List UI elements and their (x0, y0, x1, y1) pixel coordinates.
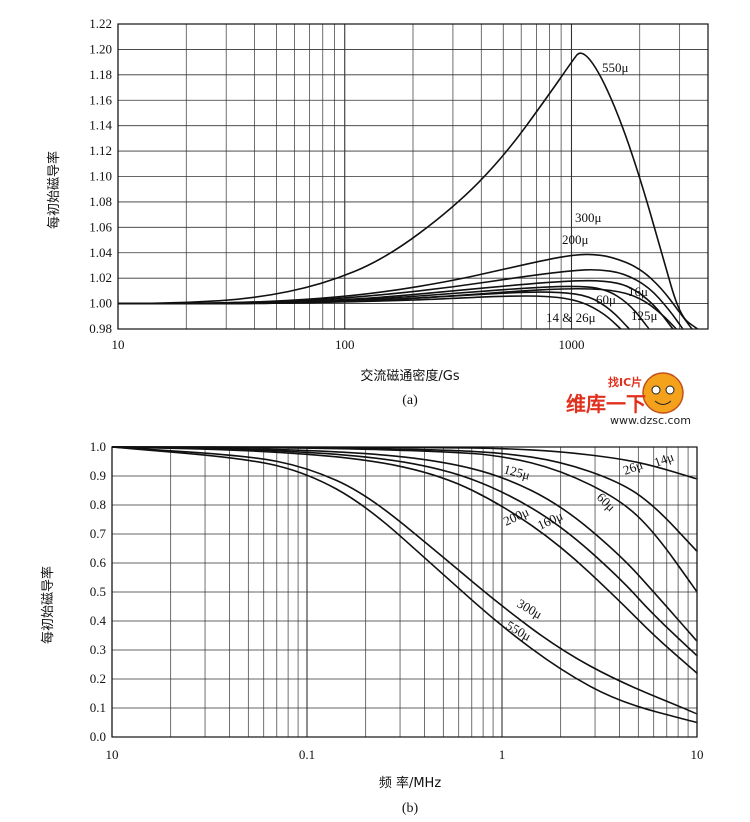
series-label: 550μ (602, 60, 629, 75)
x-tick-label: 10 (112, 337, 125, 352)
y-tick-label: 1.00 (89, 296, 112, 311)
y-tick-label: 1.14 (89, 118, 112, 133)
chart-b-ticks: 0.0 0.1 0.2 0.3 0.4 0.5 0.6 0.7 0.8 0.9 1.0 10 0.1 1 1… (90, 439, 704, 762)
x-tick-label: 0.1 (299, 747, 315, 762)
y-tick-label: 0.9 (90, 468, 106, 483)
x-tick-label: 10 (691, 747, 704, 762)
series-label: 14 & 26μ (546, 310, 596, 325)
y-tick-label: 0.8 (90, 497, 106, 512)
watermark-badge-text: 找IC片 (608, 375, 642, 389)
series-label: 16μ (628, 284, 648, 299)
chart-b-caption: (b) (402, 801, 419, 816)
series-line (111, 446, 698, 724)
y-tick-label: 1.02 (89, 270, 112, 285)
x-tick-label: 10 (106, 747, 119, 762)
chart-a-ticks: 0.98 1.00 1.02 1.04 1.06 1.08 1.10 1.12 1.14 1.16… (89, 16, 584, 352)
series-16μ: 16μ (118, 284, 677, 330)
chart-a-caption: (a) (402, 393, 418, 408)
series-300μ: 300μ (111, 446, 698, 715)
series-label: 125μ (502, 461, 531, 482)
y-tick-label: 1.18 (89, 67, 112, 82)
watermark-logo: 找IC片 维库一下 www.dzsc.com (566, 372, 691, 427)
series-60μ: 60μ (111, 446, 698, 593)
watermark-url: www.dzsc.com (610, 414, 691, 427)
series-300μ: 300μ (118, 210, 693, 330)
y-tick-label: 0.3 (90, 642, 106, 657)
plot-frame (117, 23, 709, 330)
y-tick-label: 1.06 (89, 219, 112, 234)
x-tick-label: 1000 (558, 337, 584, 352)
watermark-brand: 维库一下 (566, 392, 646, 416)
chart-b-ylabel: 每初始磁导率 (40, 566, 56, 644)
series-label: 300μ (575, 210, 602, 225)
chart-b-xlabel: 频 率/MHz (379, 775, 442, 791)
series-line (111, 446, 698, 657)
y-tick-label: 1.10 (89, 169, 112, 184)
y-tick-label: 0.4 (90, 613, 107, 628)
y-tick-label: 0.7 (90, 526, 107, 541)
series-label: 60μ (594, 490, 619, 515)
y-tick-label: 0.98 (89, 321, 112, 336)
series-line (118, 287, 677, 330)
mascot-icon (642, 372, 684, 414)
series-line (111, 446, 698, 715)
x-tick-label: 100 (335, 337, 355, 352)
series-line (111, 446, 698, 593)
series-line (111, 446, 698, 675)
y-tick-label: 1.04 (89, 245, 112, 260)
series-label: 14μ (652, 449, 676, 470)
series-line (117, 52, 699, 330)
series-label: 26μ (621, 457, 645, 478)
series-label: 300μ (515, 596, 545, 622)
y-tick-label: 1.12 (89, 143, 112, 158)
y-tick-label: 1.22 (89, 16, 112, 31)
y-tick-label: 1.0 (90, 439, 106, 454)
mascot-eye-icon (665, 385, 675, 395)
series-label: 200μ (562, 232, 589, 247)
chart-a-grid (117, 23, 709, 330)
y-tick-label: 1.20 (89, 41, 112, 56)
x-tick-label: 1 (499, 747, 506, 762)
y-tick-label: 1.08 (89, 194, 112, 209)
y-tick-label: 0.2 (90, 671, 106, 686)
series-200μ: 200μ (111, 446, 698, 675)
series-550μ: 550μ (117, 52, 699, 330)
y-tick-label: 1.16 (89, 92, 112, 107)
series-label: 60μ (596, 292, 616, 307)
mascot-mouth-icon (654, 400, 672, 405)
y-tick-label: 0.6 (90, 555, 107, 570)
series-550μ: 550μ (111, 446, 698, 724)
chart-a-ylabel: 每初始磁导率 (46, 151, 62, 229)
y-tick-label: 0.0 (90, 729, 106, 744)
series-label: 125μ (631, 308, 658, 323)
mascot-eye-icon (651, 385, 661, 395)
y-tick-label: 0.1 (90, 700, 106, 715)
y-tick-label: 0.5 (90, 584, 106, 599)
chart-a-xlabel: 交流磁通密度/Gs (360, 368, 459, 384)
